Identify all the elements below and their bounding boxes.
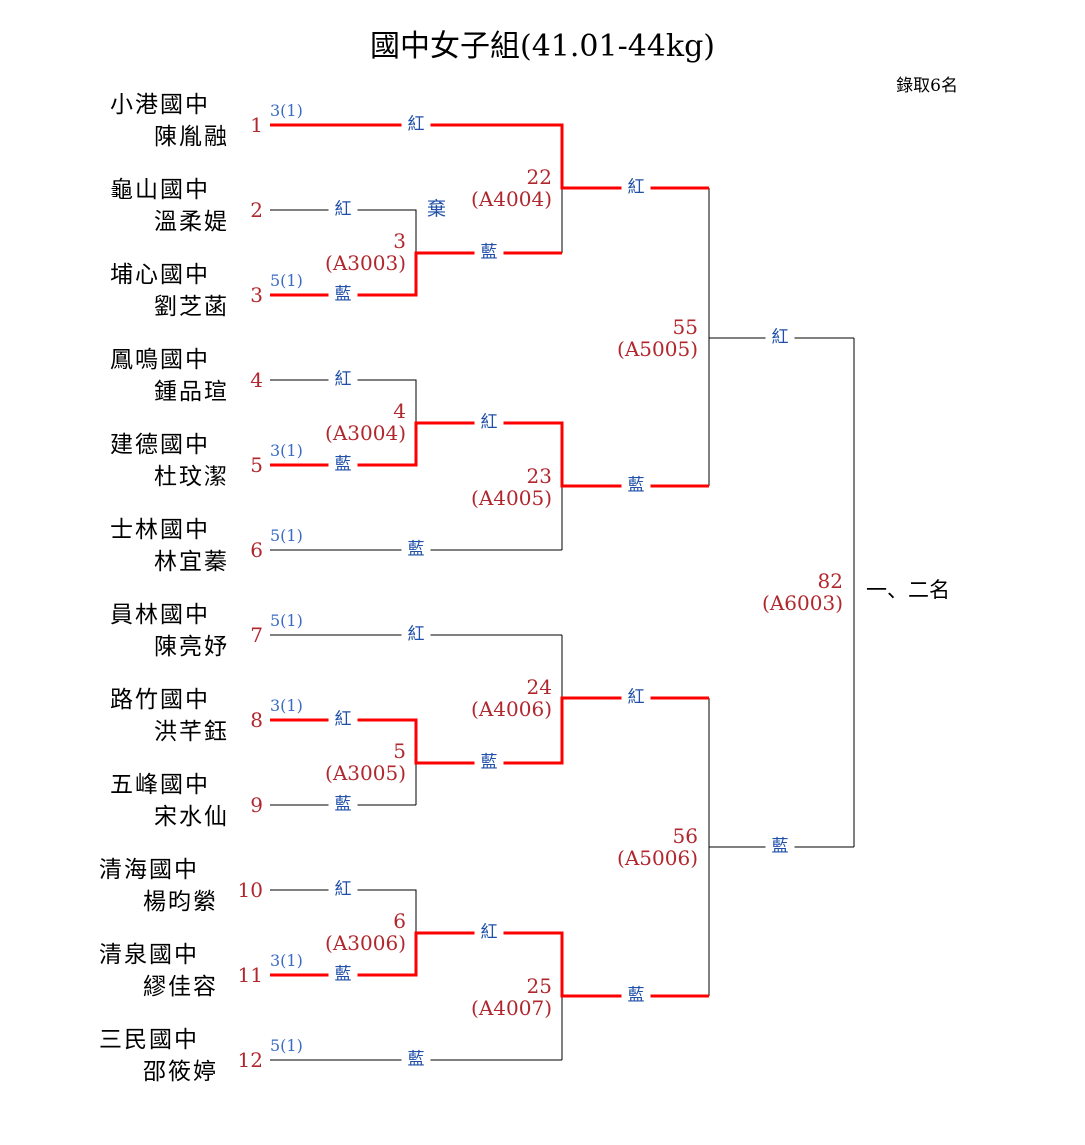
match-code: (A4004) xyxy=(471,187,552,211)
entrant-name: 劉芝菡 xyxy=(154,294,229,320)
entrant-school: 建德國中 xyxy=(110,432,210,458)
match-number: 22 xyxy=(526,165,552,189)
final-placing-label: 一、二名 xyxy=(866,578,950,602)
match-code: (A5005) xyxy=(617,337,698,361)
entrant-name: 繆佳容 xyxy=(143,974,218,1000)
match-number: 24 xyxy=(526,675,552,699)
seed-number: 4 xyxy=(250,368,263,392)
match-number: 23 xyxy=(526,464,552,488)
match-code: (A3003) xyxy=(325,251,406,275)
entrant-score: 5(1) xyxy=(270,1036,303,1055)
match-code: (A3006) xyxy=(325,931,406,955)
corner-label-blue: 藍 xyxy=(621,477,651,495)
corner-label-blue: 藍 xyxy=(328,286,358,304)
entrant-score: 3(1) xyxy=(270,101,303,120)
entrant-score: 5(1) xyxy=(270,611,303,630)
corner-label-red: 紅 xyxy=(474,414,504,432)
entrant-school: 清海國中 xyxy=(99,857,199,883)
seed-number: 11 xyxy=(237,963,263,987)
seed-number: 10 xyxy=(237,878,263,902)
corner-label-blue: 藍 xyxy=(328,966,358,984)
match-code: (A4005) xyxy=(471,486,552,510)
entrant-school: 小港國中 xyxy=(110,92,210,118)
corner-label-red: 紅 xyxy=(328,201,358,219)
seed-number: 12 xyxy=(237,1048,263,1072)
match-code: (A4006) xyxy=(471,697,552,721)
entrant-school: 龜山國中 xyxy=(110,177,210,203)
entrant-score: 5(1) xyxy=(270,526,303,545)
entrant-score: 3(1) xyxy=(270,951,303,970)
entrant-score: 5(1) xyxy=(270,271,303,290)
entrant-name: 陳亮妤 xyxy=(154,634,229,660)
entrant-school: 士林國中 xyxy=(110,517,210,543)
seed-number: 2 xyxy=(250,198,263,222)
corner-label-blue: 藍 xyxy=(474,244,504,262)
corner-label-red: 紅 xyxy=(328,711,358,729)
corner-label-blue: 藍 xyxy=(401,541,431,559)
seed-number: 9 xyxy=(250,793,263,817)
entrant-score: 3(1) xyxy=(270,696,303,715)
corner-label-red: 紅 xyxy=(401,116,431,134)
page-title: 國中女子組(41.01-44kg) xyxy=(370,29,715,64)
entrant-name: 陳胤融 xyxy=(154,124,229,150)
entrant-school: 三民國中 xyxy=(99,1027,199,1053)
entrant-name: 邵筱婷 xyxy=(143,1059,218,1085)
match-number: 4 xyxy=(393,399,406,423)
match-number: 5 xyxy=(393,739,406,763)
entrant-school: 清泉國中 xyxy=(99,942,199,968)
corner-label-blue: 藍 xyxy=(328,456,358,474)
match-number: 56 xyxy=(672,824,698,848)
entrant-school: 鳳鳴國中 xyxy=(110,347,210,373)
entrant-name: 洪芊鈺 xyxy=(154,719,229,745)
seed-number: 5 xyxy=(250,453,263,477)
seed-number: 3 xyxy=(250,283,263,307)
seed-number: 8 xyxy=(250,708,263,732)
entrant-name: 林宜蓁 xyxy=(154,549,229,575)
match-code: (A3004) xyxy=(325,421,406,445)
corner-label-red: 紅 xyxy=(621,179,651,197)
corner-label-red: 紅 xyxy=(328,881,358,899)
seed-number: 1 xyxy=(250,113,263,137)
entrant-score: 3(1) xyxy=(270,441,303,460)
entrant-school: 埔心國中 xyxy=(110,262,210,288)
corner-label-blue: 藍 xyxy=(474,754,504,772)
entrant-name: 溫柔媞 xyxy=(154,209,229,235)
entrant-school: 員林國中 xyxy=(110,602,210,628)
forfeit-label: 棄 xyxy=(427,198,447,220)
match-code: (A5006) xyxy=(617,846,698,870)
corner-label-blue: 藍 xyxy=(765,838,795,856)
match-number: 6 xyxy=(393,909,406,933)
corner-label-red: 紅 xyxy=(328,371,358,389)
entrant-name: 宋水仙 xyxy=(154,804,229,830)
quota-label: 錄取6名 xyxy=(896,76,958,96)
match-number: 25 xyxy=(526,974,552,998)
corner-label-red: 紅 xyxy=(765,329,795,347)
match-number: 55 xyxy=(672,315,698,339)
match-code: (A3005) xyxy=(325,761,406,785)
match-code: (A6003) xyxy=(762,591,843,615)
corner-label-red: 紅 xyxy=(401,626,431,644)
entrant-name: 杜玟潔 xyxy=(154,464,229,490)
match-number: 82 xyxy=(817,569,843,593)
entrant-school: 路竹國中 xyxy=(110,687,210,713)
match-code: (A4007) xyxy=(471,996,552,1020)
match-number: 3 xyxy=(393,229,406,253)
corner-label-blue: 藍 xyxy=(401,1051,431,1069)
entrant-name: 鍾品瑄 xyxy=(154,379,229,405)
seed-number: 7 xyxy=(250,623,263,647)
seed-number: 6 xyxy=(250,538,263,562)
corner-label-blue: 藍 xyxy=(328,796,358,814)
entrant-school: 五峰國中 xyxy=(110,772,210,798)
entrant-name: 楊昀縈 xyxy=(143,889,218,915)
corner-label-blue: 藍 xyxy=(621,987,651,1005)
corner-label-red: 紅 xyxy=(474,924,504,942)
corner-label-red: 紅 xyxy=(621,689,651,707)
